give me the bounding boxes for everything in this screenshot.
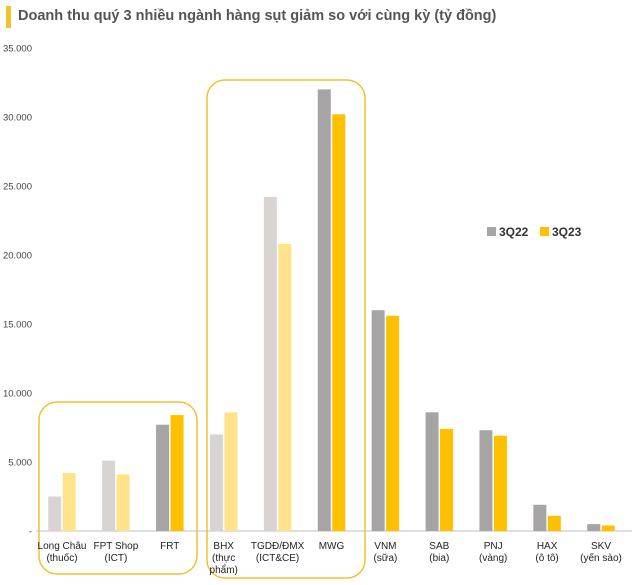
y-tick-label: 10.000 xyxy=(3,389,32,400)
x-tick-label: SAB (bia) xyxy=(429,541,449,564)
x-tick-label: BHX (thực phẩm) xyxy=(210,541,238,576)
legend-swatch xyxy=(540,227,549,236)
legend-label: 3Q22 xyxy=(499,225,529,239)
legend-swatch xyxy=(487,227,496,236)
bar-3q22 xyxy=(102,460,116,531)
y-tick-label: 25.000 xyxy=(3,182,32,193)
bar-3q22 xyxy=(425,412,439,531)
highlight-frames xyxy=(38,79,366,579)
x-tick-label: MWG xyxy=(319,541,345,552)
y-axis: - 5.000 10.000 15.000 20.000 25.000 30.000 35.0… xyxy=(3,44,32,538)
bar-3q23 xyxy=(224,412,238,531)
bar-3q23 xyxy=(547,515,561,531)
bars xyxy=(48,89,615,532)
x-tick-label: Long Châu (thuốc) xyxy=(38,541,87,564)
x-tick-label: FRT xyxy=(160,541,179,552)
bar-3q23 xyxy=(170,415,184,531)
y-tick-label: 30.000 xyxy=(3,113,32,124)
x-tick-label: TGDĐ/ĐMX (ICT&CE) xyxy=(251,541,305,564)
bar-3q22 xyxy=(209,434,223,531)
highlight-frame-mwg-group xyxy=(206,79,366,579)
bar-3q22 xyxy=(48,496,62,531)
bar-3q23 xyxy=(601,525,615,531)
chart-title: Doanh thu quý 3 nhiều ngành hàng sụt giả… xyxy=(18,8,497,24)
x-axis: Long Châu (thuốc) FPT Shop (ICT) FRT BHX (thực… xyxy=(38,541,622,576)
bar-3q22 xyxy=(156,424,170,531)
bar-3q23 xyxy=(62,473,76,531)
bar-3q22 xyxy=(533,504,547,531)
bar-3q23 xyxy=(278,243,292,531)
legend: 3Q22 3Q23 xyxy=(487,225,582,239)
bar-3q22 xyxy=(263,197,277,532)
bar-3q22 xyxy=(317,89,331,532)
bar-3q22 xyxy=(587,524,601,531)
bar-3q23 xyxy=(386,315,400,531)
x-tick-label: PNJ (vàng) xyxy=(479,541,507,564)
y-tick-label: - xyxy=(29,527,32,538)
x-tick-label: HAX (ô tô) xyxy=(535,541,558,564)
bar-3q23 xyxy=(493,435,507,531)
bar-3q22 xyxy=(479,430,493,531)
bar-3q22 xyxy=(371,310,385,531)
y-tick-label: 15.000 xyxy=(3,320,32,331)
x-tick-label: SKV (yến sào) xyxy=(580,541,622,564)
title-accent-bar xyxy=(6,6,11,28)
bar-3q23 xyxy=(332,114,346,532)
x-tick-label: FPT Shop (ICT) xyxy=(93,541,138,564)
y-tick-label: 20.000 xyxy=(3,251,32,262)
bar-3q23 xyxy=(116,474,130,531)
y-tick-label: 35.000 xyxy=(3,44,32,55)
highlight-frame-frt-group xyxy=(38,401,198,575)
y-tick-label: 5.000 xyxy=(8,458,32,469)
legend-label: 3Q23 xyxy=(552,225,582,239)
x-tick-label: VNM (sữa) xyxy=(373,541,397,564)
bar-3q23 xyxy=(440,428,454,531)
